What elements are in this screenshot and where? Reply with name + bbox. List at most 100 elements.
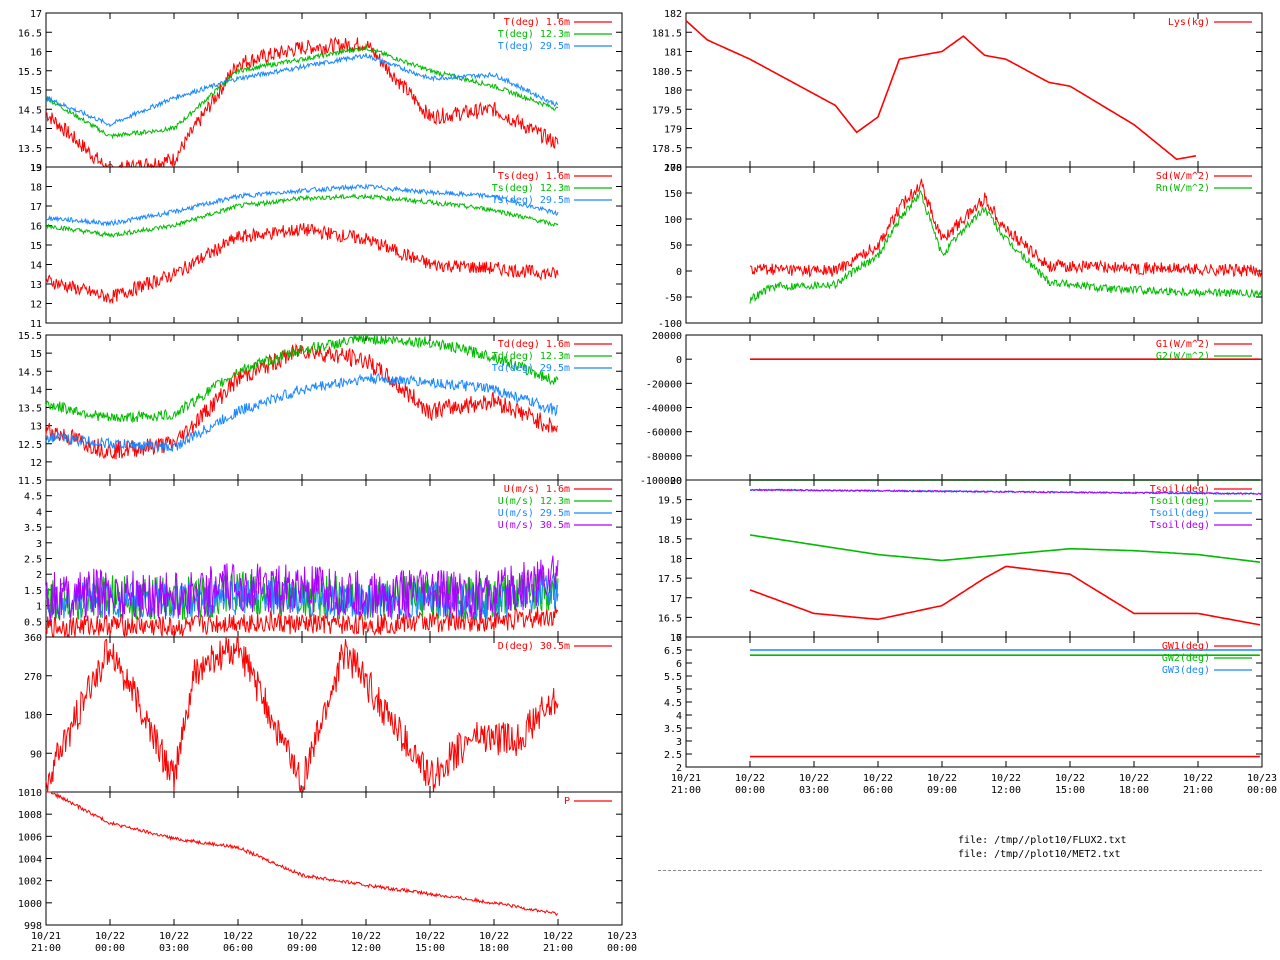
y-tick-label: 2 [676, 763, 682, 774]
y-tick-label: 14.5 [18, 367, 42, 378]
y-tick-label: 178.5 [652, 144, 682, 155]
legend-label: Rn(W/m^2) [1156, 183, 1210, 194]
series-line [45, 343, 559, 460]
x-tick-label: 00:00 [735, 785, 765, 796]
y-tick-label: 14 [30, 125, 42, 136]
legend-label: U(m/s) 29.5m [498, 508, 570, 519]
chart-panel: 1616.51717.51818.51919.520Tsoil(deg)Tsoi… [658, 476, 1263, 644]
legend-label: T(deg) 29.5m [498, 41, 570, 52]
x-tick-label: 10/22 [927, 773, 957, 784]
x-tick-label: 06:00 [223, 943, 253, 954]
y-tick-label: -40000 [646, 404, 682, 415]
x-tick-label: 00:00 [95, 943, 125, 954]
legend-label: GW2(deg) [1162, 653, 1210, 664]
y-tick-label: 20000 [652, 331, 682, 342]
x-tick-label: 10/22 [1119, 773, 1149, 784]
y-tick-label: -80000 [646, 452, 682, 463]
y-tick-label: 1000 [18, 899, 42, 910]
chart-panel: 0.5 1 1.5 2 2.5 3 3.5 4 4.5 U(m/s) 1.6mU(m/s) 12.… [24, 479, 623, 639]
series-line [45, 36, 559, 169]
legend-label: P [564, 796, 570, 807]
y-tick-label: 3.5 [24, 523, 42, 534]
y-tick-label: 179 [664, 125, 682, 136]
y-tick-label: 1 [36, 602, 42, 613]
y-tick-label: 13.5 [18, 144, 42, 155]
x-tick-label: 10/22 [1183, 773, 1213, 784]
legend-label: Lys(kg) [1168, 17, 1210, 28]
y-tick-label: 179.5 [652, 105, 682, 116]
y-tick-label: 15 [30, 241, 42, 252]
y-tick-label: 12 [30, 300, 42, 311]
legend-label: Tsoil(deg) [1150, 496, 1210, 507]
y-tick-label: 180 [24, 711, 42, 722]
y-tick-label: 14 [30, 385, 42, 396]
x-tick-label: 15:00 [1055, 785, 1085, 796]
file-label: file: /tmp//plot10/FLUX2.txt [958, 835, 1127, 846]
legend-label: Tsoil(deg) [1150, 520, 1210, 531]
y-tick-label: 50 [670, 241, 682, 252]
y-tick-label: 998 [24, 921, 42, 932]
x-tick-label: 15:00 [415, 943, 445, 954]
y-tick-label: 13 [30, 422, 42, 433]
y-tick-label: 18.5 [658, 535, 682, 546]
legend-label: Td(deg) 12.3m [492, 351, 570, 362]
y-tick-label: 4.5 [24, 492, 42, 503]
x-tick-label: 10/23 [607, 931, 637, 942]
x-tick-label: 21:00 [543, 943, 573, 954]
y-tick-label: 15 [30, 349, 42, 360]
x-tick-label: 00:00 [607, 943, 637, 954]
y-tick-label: 1008 [18, 810, 42, 821]
y-tick-label: 360 [24, 633, 42, 644]
y-tick-label: -100 [658, 319, 682, 330]
x-tick-label: 21:00 [671, 785, 701, 796]
series-line [45, 43, 559, 140]
series-line [45, 223, 559, 305]
legend-label: Td(deg) 29.5m [492, 363, 570, 374]
chart-panel: 998 1000 1002 1004 1006 1008 1010 P [18, 788, 623, 932]
x-tick-label: 09:00 [927, 785, 957, 796]
series-line [45, 636, 559, 793]
y-tick-label: 1010 [18, 788, 42, 799]
y-tick-label: -20000 [646, 379, 682, 390]
x-tick-label: 10/22 [991, 773, 1021, 784]
y-tick-label: 14.5 [18, 105, 42, 116]
x-tick-label: 18:00 [1119, 785, 1149, 796]
x-tick-label: 03:00 [799, 785, 829, 796]
y-tick-label: 4.5 [664, 698, 682, 709]
chart-panel: 2 2.5 3 3.5 4 4.5 5 5.5 6 6.5 7 GW1(deg)GW2(deg)GW3… [664, 633, 1263, 774]
y-tick-label: 180.5 [652, 67, 682, 78]
y-tick-label: 1002 [18, 877, 42, 888]
series-line [45, 605, 559, 639]
y-tick-label: 178 [664, 163, 682, 174]
y-tick-label: 17 [670, 594, 682, 605]
y-tick-label: 1.5 [24, 586, 42, 597]
legend-label: G1(W/m^2) [1156, 339, 1210, 350]
x-tick-label: 10/22 [1055, 773, 1085, 784]
y-tick-label: 181.5 [652, 28, 682, 39]
x-tick-label: 21:00 [31, 943, 61, 954]
x-tick-label: 09:00 [287, 943, 317, 954]
y-tick-label: -60000 [646, 428, 682, 439]
y-tick-label: 2 [36, 570, 42, 581]
y-tick-label: 0 [676, 267, 682, 278]
x-tick-label: 12:00 [991, 785, 1021, 796]
legend-label: U(m/s) 30.5m [498, 520, 570, 531]
legend-label: T(deg) 1.6m [504, 17, 570, 28]
y-tick-label: 20 [670, 476, 682, 487]
y-tick-label: 19.5 [658, 496, 682, 507]
y-tick-label: 6.5 [664, 646, 682, 657]
x-tick-label: 00:00 [1247, 785, 1277, 796]
y-tick-label: 3 [36, 539, 42, 550]
series-line [45, 333, 559, 424]
y-tick-label: 17 [30, 9, 42, 20]
y-tick-label: 181 [664, 48, 682, 59]
series-line [749, 565, 1261, 626]
x-tick-label: 10/22 [735, 773, 765, 784]
y-tick-label: 270 [24, 672, 42, 683]
y-tick-label: 4 [36, 507, 42, 518]
x-tick-label: 10/22 [543, 931, 573, 942]
y-tick-label: 1006 [18, 832, 42, 843]
chart-panel: 178 178.5 179 179.5 180 180.5 181 181.5 182 Lys(k… [652, 9, 1263, 174]
